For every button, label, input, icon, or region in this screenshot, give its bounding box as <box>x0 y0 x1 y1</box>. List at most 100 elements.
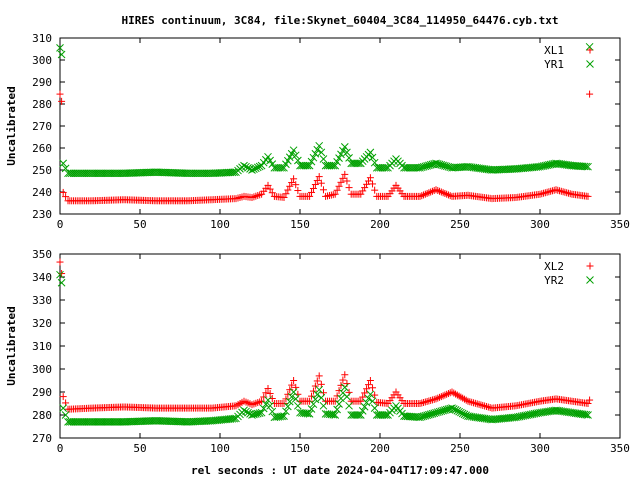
data-point <box>319 186 327 194</box>
data-point <box>444 191 452 199</box>
data-point <box>285 397 294 406</box>
data-point <box>333 405 341 414</box>
x-tick-label: 100 <box>210 442 230 455</box>
data-point <box>355 159 363 168</box>
data-point <box>311 395 320 404</box>
data-point <box>335 154 343 162</box>
data-point <box>331 411 340 419</box>
data-point <box>309 153 318 162</box>
data-point <box>337 178 345 186</box>
data-point <box>423 397 431 405</box>
data-point <box>56 44 64 52</box>
data-point <box>305 409 314 418</box>
data-point <box>307 157 316 166</box>
x-tick-label: 200 <box>370 218 390 231</box>
data-point <box>481 402 489 410</box>
data-point <box>78 418 87 426</box>
y-tick-label: 280 <box>32 98 52 111</box>
data-point <box>436 187 444 195</box>
data-point <box>244 163 252 172</box>
data-point <box>484 403 492 411</box>
data-point <box>364 381 372 389</box>
data-point <box>280 194 288 201</box>
data-point <box>325 161 334 170</box>
data-point <box>317 380 325 388</box>
data-point <box>369 384 377 392</box>
data-point <box>460 395 468 403</box>
data-point <box>351 159 359 168</box>
series-XL2 <box>56 258 594 413</box>
data-point <box>434 394 442 402</box>
data-point <box>257 408 266 417</box>
x-axis-label: rel seconds : UT date 2024-04-04T17:09:4… <box>191 464 489 477</box>
data-point <box>368 153 377 162</box>
data-point <box>296 161 304 170</box>
data-point <box>418 192 426 200</box>
data-point <box>287 392 296 401</box>
y-tick-label: 230 <box>32 208 52 221</box>
data-point <box>333 186 341 194</box>
data-point <box>204 169 213 178</box>
data-point <box>78 169 87 178</box>
data-point <box>584 411 592 419</box>
data-point <box>184 169 192 178</box>
data-point <box>374 163 383 172</box>
data-point <box>59 393 67 401</box>
y-tick-label: 250 <box>32 164 52 177</box>
legend-label: YR1 <box>544 58 564 71</box>
data-point <box>340 143 349 151</box>
data-point <box>56 270 64 279</box>
data-point <box>343 392 351 401</box>
y-tick-label: 290 <box>32 386 52 399</box>
data-point <box>441 391 449 399</box>
series-YR1 <box>56 42 594 178</box>
data-point <box>452 390 460 398</box>
data-point <box>343 148 351 157</box>
data-point <box>291 151 300 160</box>
data-point <box>80 169 89 178</box>
data-point <box>353 159 361 168</box>
x-tick-label: 300 <box>530 218 550 231</box>
data-point <box>84 169 93 178</box>
data-point <box>345 401 353 410</box>
data-point <box>253 163 262 172</box>
data-point <box>448 388 456 396</box>
data-point <box>64 169 72 178</box>
data-point <box>230 414 239 423</box>
legend-label: XL1 <box>544 44 564 57</box>
data-point <box>347 159 356 168</box>
data-point <box>291 395 300 403</box>
y-axis-label: Uncalibrated <box>5 306 18 385</box>
data-point <box>77 418 85 426</box>
data-point <box>347 411 356 419</box>
data-point <box>441 189 449 197</box>
data-point <box>289 388 298 396</box>
data-point <box>380 163 389 172</box>
data-point <box>582 410 591 419</box>
x-tick-label: 100 <box>210 218 230 231</box>
data-point <box>75 169 83 178</box>
data-point <box>282 407 290 416</box>
data-point <box>323 161 332 170</box>
data-point <box>286 182 294 190</box>
data-point <box>363 385 371 393</box>
y-axis-label: Uncalibrated <box>5 86 18 165</box>
data-point <box>86 169 95 178</box>
data-point <box>266 156 274 165</box>
data-point <box>443 190 451 198</box>
data-point <box>374 411 383 419</box>
chart-panel-1: 0 50 100 150 200 250 300 350 230 240 250 260 270 280 2… <box>5 32 630 231</box>
legend-label: YR2 <box>544 274 564 287</box>
data-point <box>294 156 302 165</box>
data-point <box>274 163 283 172</box>
data-point <box>258 397 266 405</box>
data-point <box>427 396 435 404</box>
data-point <box>586 396 594 404</box>
data-point <box>460 163 469 171</box>
data-point <box>378 163 387 172</box>
data-point <box>294 187 302 195</box>
data-point <box>308 392 316 400</box>
data-point <box>319 155 328 163</box>
data-point <box>471 399 479 407</box>
chart-panel-2: 0 50 100 150 200 250 300 350 270 280 290 300 310 320 3… <box>5 248 630 455</box>
